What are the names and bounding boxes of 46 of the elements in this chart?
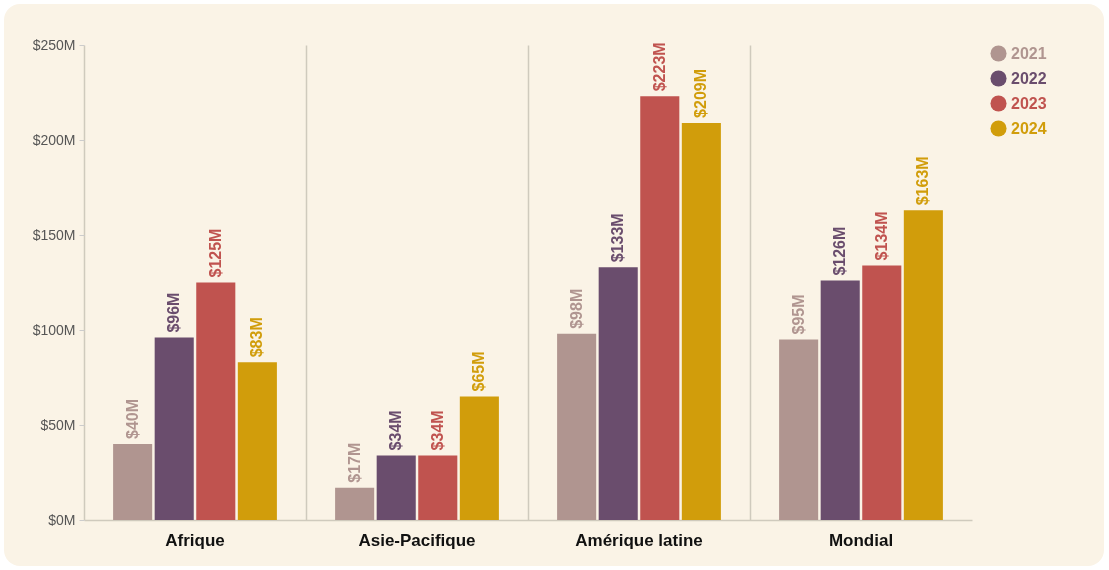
x-tick-label: Mondial: [828, 530, 894, 550]
data-label: $125M: [206, 228, 224, 278]
data-label: $65M: [470, 351, 488, 392]
bar: [335, 487, 375, 520]
data-label: $95M: [789, 294, 807, 335]
data-label: $17M: [345, 442, 363, 483]
bar: [459, 396, 499, 520]
bar: [640, 96, 680, 520]
y-tick-label: $250M: [32, 36, 76, 53]
bar: [154, 337, 194, 520]
data-label: $83M: [248, 317, 266, 358]
x-tick-label: Asie-Pacifique: [358, 530, 476, 550]
bar: [237, 362, 277, 520]
bar: [196, 282, 236, 520]
data-label: $209M: [692, 68, 710, 118]
y-tick-label: $200M: [32, 131, 76, 148]
bar: [557, 333, 597, 520]
bar: [598, 267, 638, 520]
x-tick-label: Amérique latine: [575, 530, 703, 550]
x-tick-label: Afrique: [165, 530, 225, 550]
legend-label: 2024: [1011, 119, 1047, 137]
bar: [862, 265, 902, 520]
data-label: $134M: [872, 211, 890, 261]
y-tick-label: $50M: [40, 416, 76, 433]
data-label: $98M: [567, 288, 585, 329]
data-label: $34M: [387, 410, 405, 451]
data-label: $163M: [914, 156, 932, 206]
legend-label: 2022: [1011, 69, 1047, 87]
data-label: $126M: [831, 226, 849, 276]
y-tick-label: $150M: [32, 226, 76, 243]
bar: [681, 122, 721, 520]
bar: [903, 210, 943, 520]
bar: [779, 339, 819, 520]
legend-label: 2023: [1011, 94, 1047, 112]
bar: [376, 455, 416, 520]
bar: [820, 280, 860, 520]
bar: [418, 455, 458, 520]
legend-label: 2021: [1011, 44, 1047, 62]
data-label: $34M: [428, 410, 446, 451]
data-label: $40M: [123, 398, 141, 439]
y-tick-label: $100M: [32, 321, 76, 338]
y-tick-label: $0M: [48, 511, 76, 528]
data-label: $133M: [609, 213, 627, 263]
data-label: $96M: [165, 292, 183, 333]
bar: [113, 444, 153, 520]
data-label: $223M: [650, 42, 668, 92]
